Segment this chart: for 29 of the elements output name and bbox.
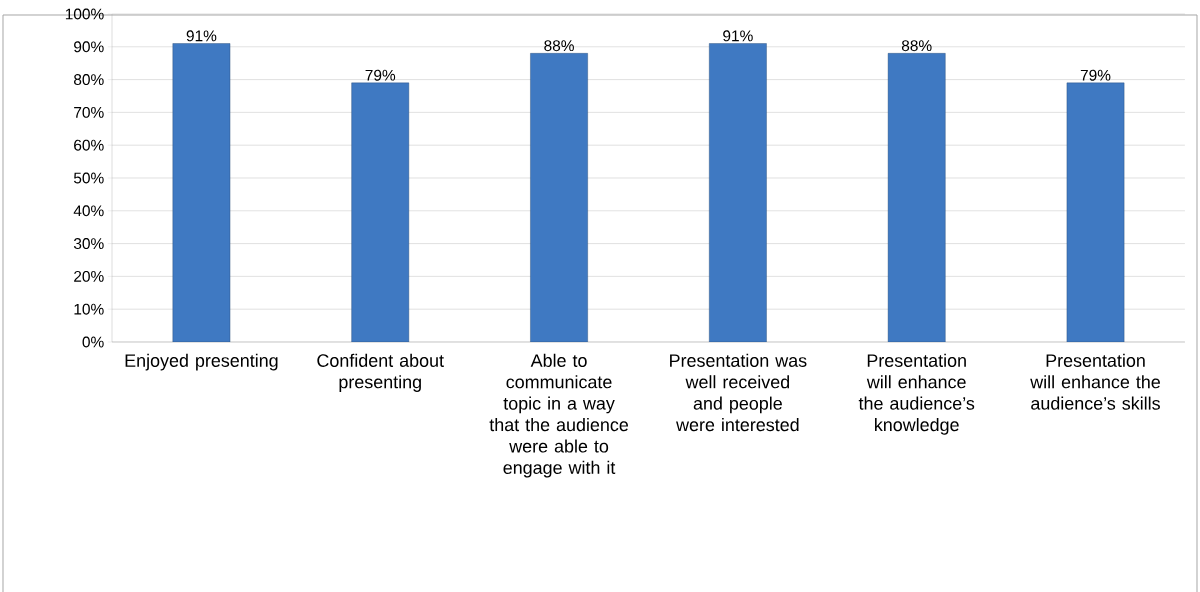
x-tick-label: Presentation was well received and people were interested: [670, 353, 807, 432]
bar: [351, 82, 410, 342]
x-tick-label: Confident about presenting: [317, 353, 444, 392]
y-tick-label: 30%: [73, 238, 104, 250]
data-label: 79%: [365, 69, 396, 81]
y-tick-label: 0%: [82, 336, 104, 348]
bar: [709, 43, 767, 342]
y-tick-label: 100%: [65, 8, 104, 20]
y-tick-label: 70%: [74, 106, 104, 118]
x-tick-label: Presentation will enhance the audience’s skills: [1030, 353, 1160, 410]
y-tick-label: 20%: [74, 270, 104, 282]
bar: [887, 53, 946, 342]
data-label: 88%: [544, 40, 574, 52]
x-tick-label: Able to communicate topic in a way that the audience were able to engage with it: [489, 353, 629, 478]
y-tick-label: 50%: [73, 172, 104, 184]
data-label: 88%: [901, 40, 932, 52]
data-label: 91%: [723, 30, 753, 42]
y-tick-label: 80%: [74, 74, 104, 86]
data-label: 91%: [186, 30, 217, 42]
y-tick-label: 10%: [74, 303, 104, 315]
x-tick-label: Presentation will enhance the audience’s knowledge: [858, 353, 975, 435]
y-tick-label: 60%: [74, 139, 104, 151]
bar: [1066, 82, 1125, 342]
bar: [530, 53, 588, 342]
bar: [172, 43, 231, 342]
x-tick-label: Enjoyed presenting: [125, 353, 278, 371]
data-label: 79%: [1080, 69, 1111, 81]
y-tick-label: 40%: [73, 205, 104, 217]
y-tick-label: 90%: [74, 41, 104, 53]
